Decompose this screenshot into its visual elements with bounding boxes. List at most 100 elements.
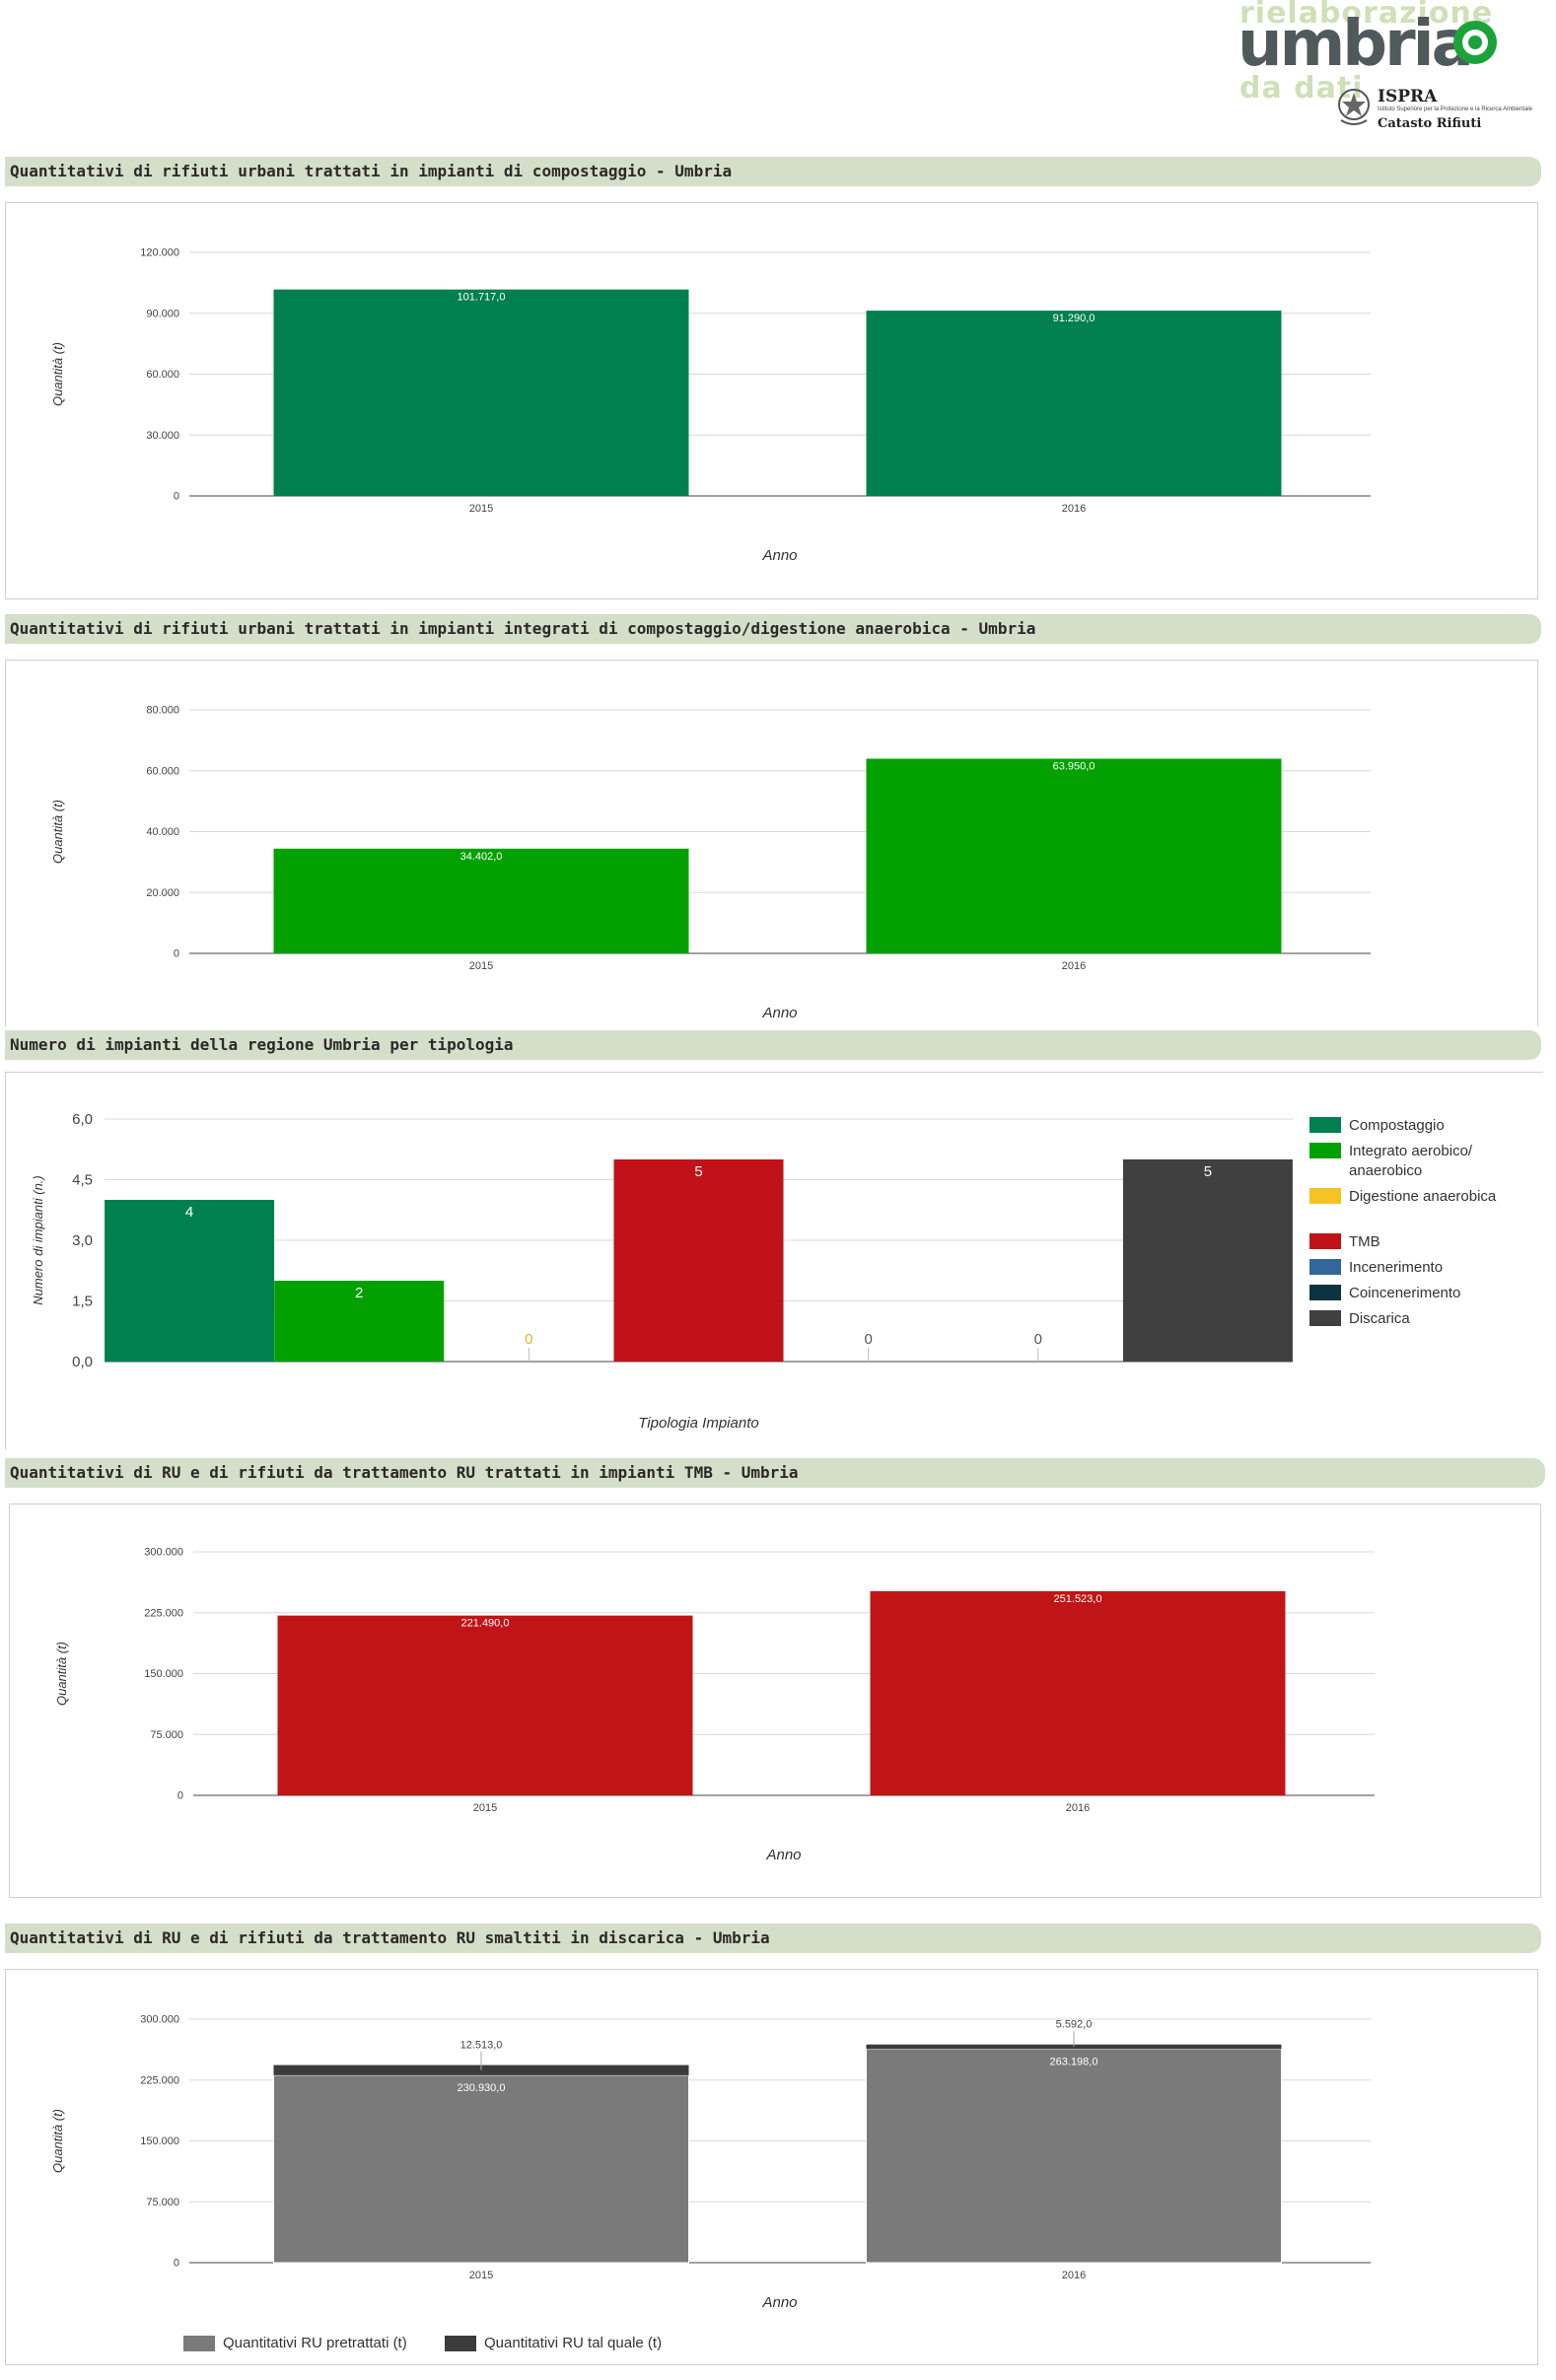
legend-swatch <box>1309 1259 1341 1275</box>
data-label: 91.290,0 <box>1053 313 1096 324</box>
y-tick-label: 300.000 <box>144 1547 183 1559</box>
bar <box>1122 1159 1293 1362</box>
bar <box>866 311 1282 496</box>
y-tick-label: 6,0 <box>72 1111 93 1128</box>
section-title-tmb: Quantitativi di RU e di rifiuti da tratt… <box>5 1458 1545 1488</box>
bar-segment <box>866 2044 1282 2050</box>
bar <box>866 758 1282 953</box>
data-label: 221.490,0 <box>461 1618 510 1630</box>
logo-gear-icon <box>1453 21 1497 64</box>
data-label: 0 <box>525 1331 532 1348</box>
bar <box>274 1281 445 1362</box>
bar-segment <box>273 2074 689 2264</box>
x-axis-title: Tipologia Impianto <box>638 1415 758 1432</box>
data-label: 251.523,0 <box>1054 1593 1102 1605</box>
y-tick-label: 1,5 <box>72 1294 93 1310</box>
x-axis-title: Anno <box>761 1005 797 1021</box>
y-axis-title: Quantità (t) <box>50 2109 65 2173</box>
y-tick-label: 225.000 <box>140 2074 179 2086</box>
y-axis-title: Quantità (t) <box>50 342 65 406</box>
bar <box>870 1590 1286 1795</box>
legend-swatch <box>1309 1188 1341 1204</box>
y-tick-label: 60.000 <box>146 765 179 777</box>
legend-swatch <box>183 2336 215 2351</box>
logo-agency-subtitle: Istituto Superiore per la Protezione e l… <box>1378 106 1533 112</box>
section-title-impianti: Numero di impianti della regione Umbria … <box>5 1030 1541 1060</box>
legend-label: Compostaggio <box>1349 1117 1445 1134</box>
section-title-compostaggio: Quantitativi di rifiuti urbani trattati … <box>5 157 1541 186</box>
x-tick-label: 2015 <box>469 503 493 515</box>
chart-panel-impianti: 0,0 1,5 3,0 4,5 6,0 Tipologia Impianto Numero … <box>5 1072 1543 1449</box>
bar <box>105 1200 275 1362</box>
data-label: 263.198,0 <box>1050 2056 1098 2067</box>
legend-swatch <box>1309 1117 1341 1133</box>
y-tick-label: 0 <box>177 1790 183 1802</box>
section-title-discarica: Quantitativi di RU e di rifiuti da tratt… <box>5 1924 1541 1953</box>
data-label: 230.930,0 <box>458 2082 506 2094</box>
chart-compostaggio: 0 30.000 60.000 90.000 120.000 Anno Quantità (… <box>50 247 1371 564</box>
chart-panel-discarica: 0 75.000 150.000 225.000 300.000 Anno Quantità… <box>5 1969 1538 2365</box>
x-axis-title: Anno <box>761 2294 797 2311</box>
legend-swatch <box>1309 1310 1341 1326</box>
data-label: 63.950,0 <box>1053 761 1096 773</box>
chart-panel-integrati: 0 20.000 40.000 60.000 80.000 Anno Quantità (t… <box>5 660 1538 1026</box>
data-label: 0 <box>1034 1331 1042 1348</box>
chart-tmb: 0 75.000 150.000 225.000 300.000 Anno Quantità… <box>54 1547 1375 1863</box>
bar <box>273 289 689 496</box>
logo-line1: rielaborazione <box>1239 0 1494 31</box>
y-tick-label: 0 <box>174 2258 179 2270</box>
x-axis-title: Anno <box>765 1847 801 1863</box>
bar <box>277 1615 693 1795</box>
legend-item: Quantitativi RU pretrattati (t) <box>183 2335 407 2351</box>
y-tick-label: 3,0 <box>72 1232 93 1249</box>
legend-swatch <box>1309 1143 1341 1158</box>
y-tick-label: 80.000 <box>146 705 179 717</box>
legend-swatch <box>445 2336 476 2351</box>
legend-label: TMB <box>1349 1233 1380 1250</box>
y-tick-label: 30.000 <box>146 430 179 442</box>
y-tick-label: 0 <box>174 948 179 960</box>
bar-segment <box>866 2048 1282 2264</box>
legend-label: Integrato aerobico/ anaerobico <box>1349 1143 1473 1179</box>
y-tick-label: 300.000 <box>140 2014 179 2026</box>
y-tick-label: 75.000 <box>150 1729 183 1741</box>
y-tick-label: 75.000 <box>146 2197 179 2208</box>
logo-line3: da dati <box>1239 71 1364 105</box>
legend-discarica: Quantitativi RU pretrattati (t) Quantitat… <box>183 2335 775 2358</box>
data-label: 2 <box>355 1285 363 1301</box>
legend-item: Digestione anaerobica <box>1309 1187 1497 1207</box>
y-tick-label: 0,0 <box>72 1354 93 1370</box>
legend-label: Quantitativi RU tal quale (t) <box>484 2335 663 2351</box>
data-label: 101.717,0 <box>458 292 506 304</box>
legend-item: TMB <box>1309 1232 1497 1252</box>
legend-item: Discarica <box>1309 1309 1497 1329</box>
y-tick-label: 225.000 <box>144 1607 183 1619</box>
data-label: 12.513,0 <box>460 2040 503 2052</box>
chart-discarica: 0 75.000 150.000 225.000 300.000 Anno Quantità… <box>50 2014 1371 2311</box>
legend-label: Digestione anaerobica <box>1349 1188 1497 1205</box>
x-tick-label: 2016 <box>1062 2270 1086 2281</box>
data-label: 5.592,0 <box>1056 2019 1093 2031</box>
x-axis-title: Anno <box>761 547 797 564</box>
bar <box>273 848 689 953</box>
x-tick-label: 2015 <box>469 2270 493 2281</box>
chart-integrati: 0 20.000 40.000 60.000 80.000 Anno Quantità (t… <box>50 705 1371 1021</box>
y-tick-label: 0 <box>174 491 179 503</box>
logo: rielaborazione umbria da dati ISPRA Isti… <box>1238 0 1556 138</box>
x-tick-label: 2016 <box>1062 503 1086 515</box>
chart-panel-compostaggio: 0 30.000 60.000 90.000 120.000 Anno Quantità (… <box>5 202 1538 599</box>
logo-agency: ISPRA <box>1378 87 1438 106</box>
legend-item: Quantitativi RU tal quale (t) <box>445 2335 662 2351</box>
logo-brand: umbria <box>1238 8 1474 81</box>
y-tick-label: 40.000 <box>146 826 179 838</box>
y-tick-label: 4,5 <box>72 1172 93 1189</box>
y-tick-label: 120.000 <box>140 247 179 259</box>
data-label: 0 <box>864 1331 872 1348</box>
y-tick-label: 20.000 <box>146 887 179 899</box>
y-tick-label: 60.000 <box>146 369 179 381</box>
republic-emblem-icon <box>1338 89 1370 125</box>
legend-swatch <box>1309 1285 1341 1300</box>
legend-item: Compostaggio <box>1309 1116 1497 1136</box>
y-axis-title: Numero di impianti (n.) <box>31 1175 45 1305</box>
y-axis-title: Quantità (t) <box>50 800 65 864</box>
